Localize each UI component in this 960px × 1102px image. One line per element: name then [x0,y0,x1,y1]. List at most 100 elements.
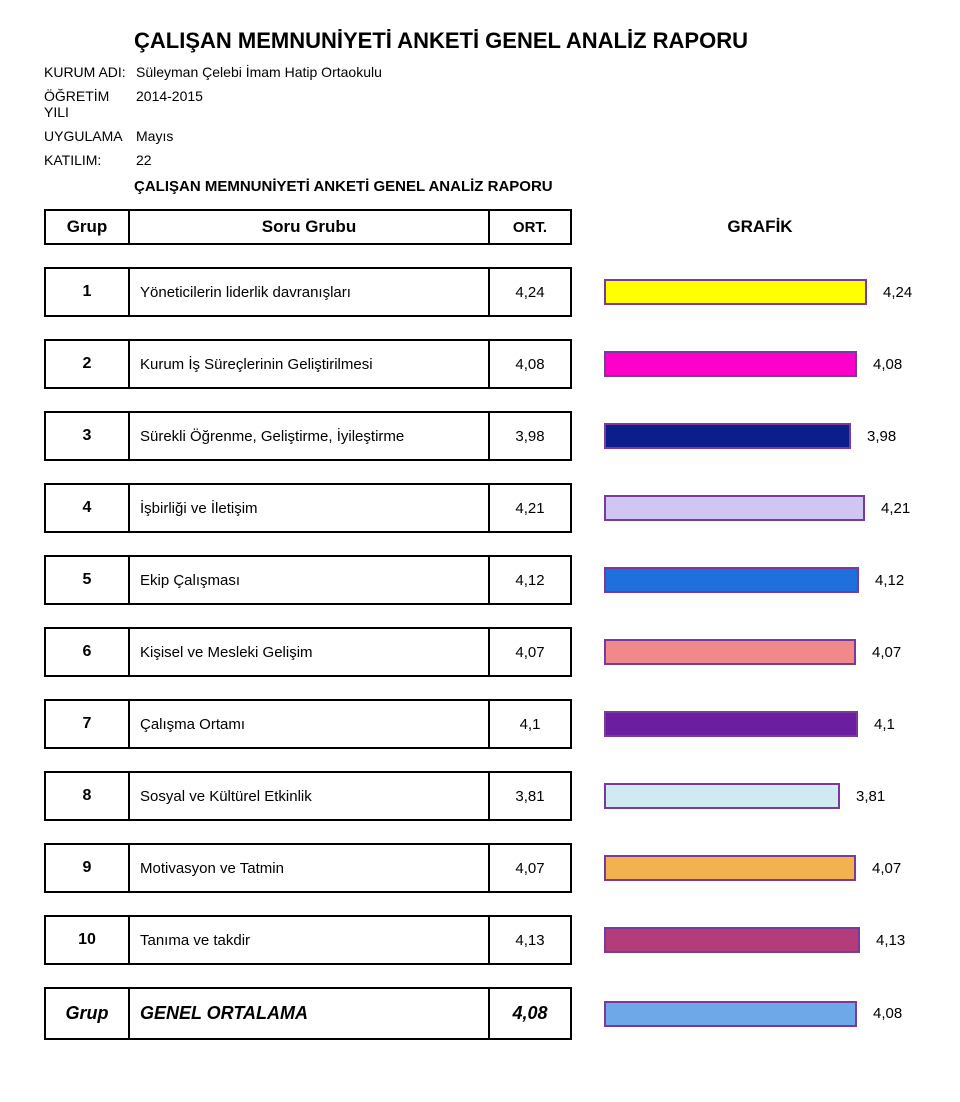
bar-area: 4,07 [604,843,916,893]
meta-katilim-value: 22 [136,152,152,168]
bar-label: 4,07 [872,860,901,877]
grand-value: 4,08 [490,987,572,1040]
grand-num: Grup [44,987,130,1040]
bar-label: 3,98 [867,428,896,445]
grand-bar [604,1001,857,1027]
row-value: 4,07 [490,627,572,677]
report-title: ÇALIŞAN MEMNUNİYETİ ANKETİ GENEL ANALİZ … [134,28,916,54]
row-label: Sürekli Öğrenme, Geliştirme, İyileştirme [130,411,490,461]
meta-ogretim-value: 2014-2015 [136,88,203,104]
bar-label: 4,08 [873,356,902,373]
row-value: 4,21 [490,483,572,533]
bar-label: 4,21 [881,500,910,517]
table-row: 8Sosyal ve Kültürel Etkinlik3,813,81 [44,771,916,821]
table-row: 1Yöneticilerin liderlik davranışları4,24… [44,267,916,317]
row-num: 10 [44,915,130,965]
spacer [572,771,604,821]
bar [604,711,858,737]
row-num: 2 [44,339,130,389]
row-label: Yöneticilerin liderlik davranışları [130,267,490,317]
row-num: 6 [44,627,130,677]
spacer [572,339,604,389]
bar-label: 4,07 [872,644,901,661]
bar-area: 4,07 [604,627,916,677]
meta-ogretim: ÖĞRETİM YILI 2014-2015 [44,88,916,120]
bar-area: 4,21 [604,483,916,533]
row-label: Çalışma Ortamı [130,699,490,749]
bar-label: 3,81 [856,788,885,805]
header-grafik: GRAFİK [604,209,916,245]
row-value: 4,12 [490,555,572,605]
row-num: 9 [44,843,130,893]
table-row: 2Kurum İş Süreçlerinin Geliştirilmesi4,0… [44,339,916,389]
spacer [572,699,604,749]
row-num: 3 [44,411,130,461]
row-label: İşbirliği ve İletişim [130,483,490,533]
bar-area: 4,08 [604,339,916,389]
bar-area: 4,1 [604,699,916,749]
row-num: 8 [44,771,130,821]
row-num: 5 [44,555,130,605]
row-num: 4 [44,483,130,533]
spacer [572,555,604,605]
bar-area: 4,13 [604,915,916,965]
row-value: 3,81 [490,771,572,821]
table-row: 4İşbirliği ve İletişim4,214,21 [44,483,916,533]
grand-label: GENEL ORTALAMA [130,987,490,1040]
spacer [572,483,604,533]
bar [604,495,865,521]
meta-katilim-label: KATILIM: [44,152,136,168]
bar-label: 4,1 [874,716,895,733]
bar-area: 3,81 [604,771,916,821]
bar-label: 4,24 [883,284,912,301]
meta-uygulama: UYGULAMA Mayıs [44,128,916,144]
row-value: 4,1 [490,699,572,749]
table-row: 6Kişisel ve Mesleki Gelişim4,074,07 [44,627,916,677]
row-value: 4,07 [490,843,572,893]
spacer [572,627,604,677]
row-label: Sosyal ve Kültürel Etkinlik [130,771,490,821]
bar-area: 4,12 [604,555,916,605]
report-subtitle: ÇALIŞAN MEMNUNİYETİ ANKETİ GENEL ANALİZ … [134,178,916,195]
grand-bar-area: 4,08 [604,987,916,1040]
header-grup: Grup [44,209,130,245]
row-num: 7 [44,699,130,749]
row-value: 3,98 [490,411,572,461]
meta-kurum: KURUM ADI: Süleyman Çelebi İmam Hatip Or… [44,64,916,80]
table-row: 5Ekip Çalışması4,124,12 [44,555,916,605]
row-label: Kişisel ve Mesleki Gelişim [130,627,490,677]
bar-area: 4,24 [604,267,916,317]
bar [604,855,856,881]
bar [604,927,860,953]
meta-uygulama-label: UYGULAMA [44,128,136,144]
row-label: Ekip Çalışması [130,555,490,605]
spacer [572,987,604,1040]
row-label: Kurum İş Süreçlerinin Geliştirilmesi [130,339,490,389]
spacer [572,915,604,965]
spacer [572,843,604,893]
bar [604,567,859,593]
row-label: Tanıma ve takdir [130,915,490,965]
header-spacer [572,209,604,245]
table-row: 9Motivasyon ve Tatmin4,074,07 [44,843,916,893]
row-value: 4,08 [490,339,572,389]
row-num: 1 [44,267,130,317]
bar [604,423,851,449]
bar-label: 4,13 [876,932,905,949]
meta-ogretim-label: ÖĞRETİM YILI [44,88,136,120]
table-row: 10Tanıma ve takdir4,134,13 [44,915,916,965]
meta-kurum-label: KURUM ADI: [44,64,136,80]
table-row: 3Sürekli Öğrenme, Geliştirme, İyileştirm… [44,411,916,461]
row-label: Motivasyon ve Tatmin [130,843,490,893]
meta-kurum-value: Süleyman Çelebi İmam Hatip Ortaokulu [136,64,382,80]
grand-total-row: Grup GENEL ORTALAMA 4,08 4,08 [44,987,916,1040]
table-row: 7Çalışma Ortamı4,14,1 [44,699,916,749]
bar [604,279,867,305]
row-value: 4,24 [490,267,572,317]
row-value: 4,13 [490,915,572,965]
spacer [572,267,604,317]
bar-area: 3,98 [604,411,916,461]
header-ort: ORT. [490,209,572,245]
bar [604,639,856,665]
grand-bar-label: 4,08 [873,1005,902,1022]
